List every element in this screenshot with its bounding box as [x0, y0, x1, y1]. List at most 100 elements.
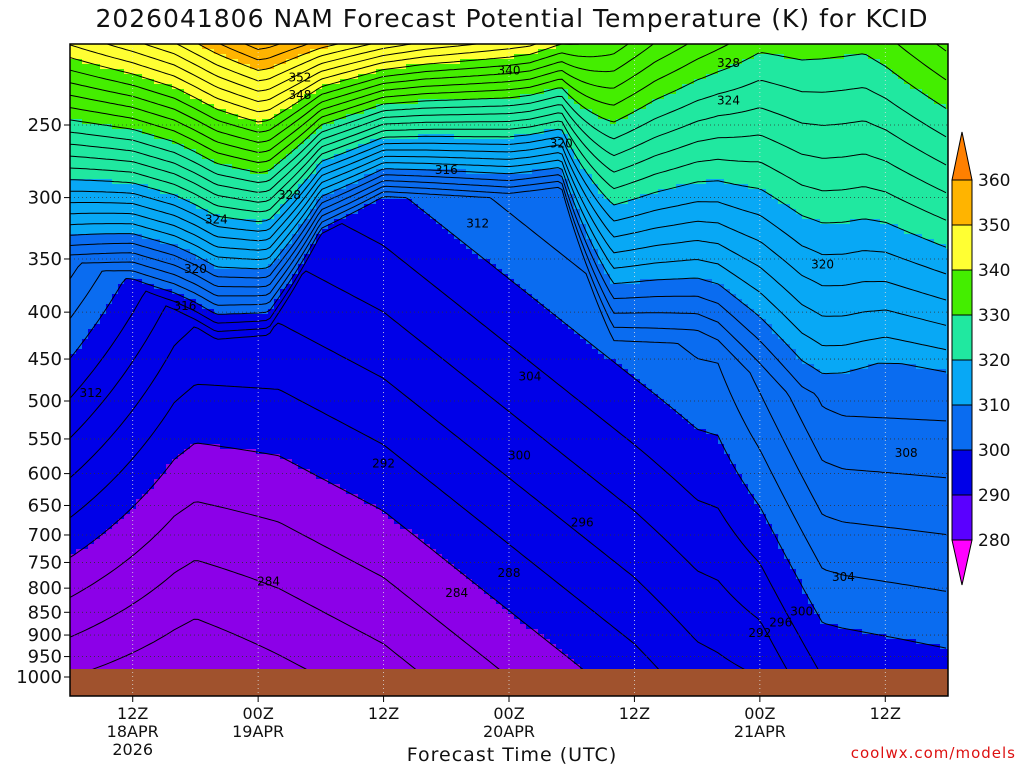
- field-cell: [472, 74, 479, 80]
- field-cell: [262, 174, 269, 180]
- field-cell: [100, 84, 107, 90]
- field-cell: [412, 109, 419, 115]
- field-cell: [850, 64, 857, 70]
- field-cell: [430, 209, 437, 215]
- field-cell: [850, 164, 857, 170]
- field-cell: [748, 139, 755, 145]
- field-cell: [472, 124, 479, 130]
- field-cell: [430, 204, 437, 210]
- field-cell: [676, 174, 683, 180]
- field-cell: [556, 204, 563, 210]
- field-cell: [286, 119, 293, 125]
- field-cell: [280, 104, 287, 110]
- field-cell: [868, 44, 875, 50]
- field-cell: [868, 139, 875, 145]
- field-cell: [850, 49, 857, 55]
- field-cell: [910, 164, 917, 170]
- field-cell: [106, 184, 113, 190]
- field-cell: [724, 164, 731, 170]
- field-cell: [118, 129, 125, 135]
- field-cell: [814, 44, 821, 50]
- field-cell: [658, 69, 665, 75]
- field-cell: [772, 189, 779, 195]
- field-cell: [946, 114, 953, 120]
- field-cell: [436, 109, 443, 115]
- field-cell: [232, 129, 239, 135]
- field-cell: [610, 59, 617, 65]
- field-cell: [940, 114, 947, 120]
- field-cell: [394, 209, 401, 215]
- field-cell: [796, 159, 803, 165]
- field-cell: [718, 134, 725, 140]
- field-cell: [718, 129, 725, 135]
- field-cell: [910, 69, 917, 75]
- field-cell: [166, 109, 173, 115]
- field-cell: [382, 84, 389, 90]
- field-cell: [238, 54, 245, 60]
- field-cell: [118, 164, 125, 170]
- field-cell: [436, 69, 443, 75]
- field-cell: [106, 94, 113, 100]
- field-cell: [796, 109, 803, 115]
- field-cell: [916, 49, 923, 55]
- field-cell: [874, 109, 881, 115]
- field-cell: [502, 114, 509, 120]
- field-cell: [100, 44, 107, 50]
- field-cell: [736, 74, 743, 80]
- field-cell: [628, 124, 635, 130]
- field-cell: [622, 174, 629, 180]
- field-cell: [532, 164, 539, 170]
- field-cell: [928, 49, 935, 55]
- field-cell: [928, 204, 935, 210]
- field-cell: [256, 114, 263, 120]
- field-cell: [862, 104, 869, 110]
- field-cell: [82, 79, 89, 85]
- field-cell: [946, 49, 953, 55]
- field-cell: [916, 109, 923, 115]
- field-cell: [748, 129, 755, 135]
- field-cell: [478, 99, 485, 105]
- field-cell: [232, 74, 239, 80]
- field-cell: [256, 154, 263, 160]
- field-cell: [736, 149, 743, 155]
- field-cell: [634, 134, 641, 140]
- field-cell: [724, 49, 731, 55]
- field-cell: [694, 184, 701, 190]
- field-cell: [742, 189, 749, 195]
- field-cell: [244, 79, 251, 85]
- field-cell: [766, 149, 773, 155]
- field-cell: [910, 199, 917, 205]
- field-cell: [70, 84, 77, 90]
- field-cell: [616, 159, 623, 165]
- field-cell: [250, 164, 257, 170]
- field-cell: [514, 159, 521, 165]
- field-cell: [256, 64, 263, 70]
- field-cell: [466, 209, 473, 215]
- field-cell: [214, 99, 221, 105]
- field-cell: [172, 79, 179, 85]
- field-cell: [886, 154, 893, 160]
- field-cell: [838, 134, 845, 140]
- field-cell: [490, 84, 497, 90]
- field-cell: [724, 134, 731, 140]
- field-cell: [520, 144, 527, 150]
- field-cell: [712, 204, 719, 210]
- field-cell: [796, 64, 803, 70]
- field-cell: [520, 194, 527, 200]
- field-cell: [484, 59, 491, 65]
- field-cell: [898, 129, 905, 135]
- field-cell: [484, 69, 491, 75]
- field-cell: [484, 124, 491, 130]
- field-cell: [262, 59, 269, 65]
- field-cell: [946, 44, 953, 50]
- field-cell: [724, 209, 731, 215]
- field-cell: [94, 59, 101, 65]
- field-cell: [904, 184, 911, 190]
- field-cell: [502, 204, 509, 210]
- field-cell: [382, 144, 389, 150]
- field-cell: [832, 64, 839, 70]
- field-cell: [928, 164, 935, 170]
- field-cell: [766, 114, 773, 120]
- field-cell: [820, 144, 827, 150]
- field-cell: [292, 169, 299, 175]
